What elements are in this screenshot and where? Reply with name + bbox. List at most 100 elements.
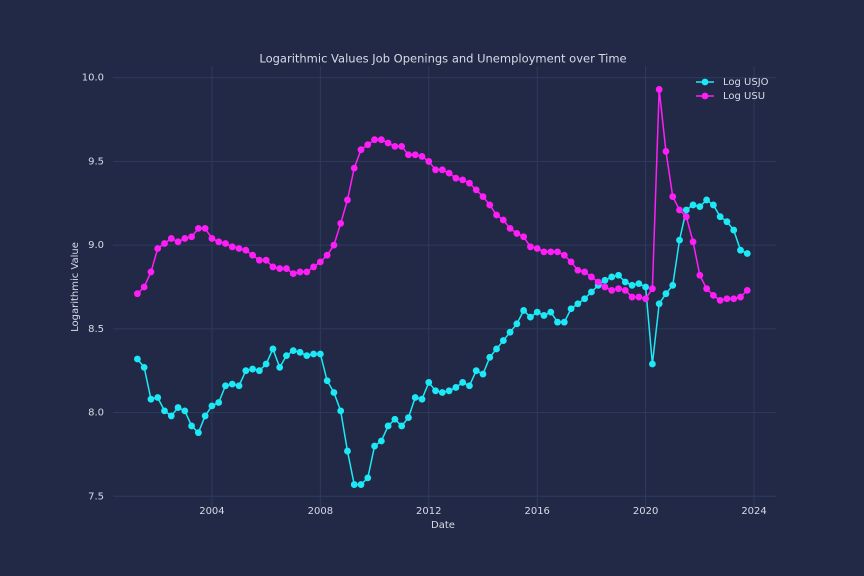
marker [567,258,575,266]
marker [506,225,514,232]
marker [533,308,541,316]
marker [506,328,514,336]
marker [269,263,277,271]
marker [466,382,473,390]
marker [283,265,290,272]
marker [662,147,670,155]
marker [208,235,216,242]
marker [357,481,365,488]
marker [344,196,351,204]
marker [669,193,677,200]
marker [411,394,419,401]
marker [730,226,738,234]
legend-label: Log USJO [723,77,769,88]
marker [249,251,256,259]
marker [466,179,473,187]
marker [147,268,155,276]
marker [716,213,724,221]
series [133,196,751,488]
marker [527,313,534,321]
marker [405,151,412,159]
marker [262,360,270,368]
marker [655,86,663,93]
marker [608,273,616,281]
marker [588,273,595,281]
marker [682,213,690,221]
marker [459,176,467,184]
marker [554,318,561,326]
marker [608,286,616,294]
marker [520,307,528,314]
marker [567,305,575,313]
marker [364,141,372,149]
marker [737,246,744,254]
x-tick-label: 2012 [416,506,441,517]
marker [554,248,561,256]
marker [161,240,168,247]
marker [323,377,331,385]
marker [296,268,304,276]
marker [418,395,426,403]
marker [635,293,643,301]
marker [499,216,507,224]
marker [648,360,656,368]
marker [154,245,162,252]
marker [621,286,629,294]
marker [167,235,175,242]
marker [310,263,317,271]
marker [716,296,724,304]
marker [289,347,297,355]
marker [303,268,311,276]
marker [269,345,277,353]
marker [547,308,555,316]
marker [215,399,223,406]
x-tick-label: 2008 [308,506,333,517]
marker [574,266,582,274]
marker [391,142,399,150]
marker [472,367,480,375]
marker [316,350,324,358]
series [133,86,751,304]
marker [513,230,521,237]
y-tick-label: 7.5 [88,491,104,502]
marker [689,238,697,246]
marker [743,250,751,257]
marker [208,402,216,410]
marker [479,193,487,200]
marker [330,389,338,396]
marker [628,293,636,301]
marker [167,412,175,420]
marker [499,337,507,344]
y-tick-label: 9.5 [88,156,104,167]
marker [147,395,155,403]
marker [276,363,284,371]
marker [520,233,528,241]
marker [357,146,365,154]
marker [371,442,378,450]
marker [235,382,243,390]
marker [398,422,406,430]
marker [411,151,419,159]
marker [581,268,589,276]
y-axis-label: Logarithmic Value [70,242,81,332]
marker [289,270,297,278]
marker [723,218,731,226]
marker [540,248,548,256]
marker [350,164,358,172]
marker [337,219,345,227]
marker [676,236,683,244]
y-tick-label: 8.5 [88,324,104,335]
marker [161,407,168,415]
marker [201,412,209,420]
marker [377,437,385,445]
marker [228,380,236,388]
marker [493,345,500,353]
marker [222,240,229,247]
marker [486,353,494,361]
marker [242,367,250,375]
marker [255,367,263,375]
marker [398,142,406,150]
marker [425,158,433,165]
chart-title: Logarithmic Values Job Openings and Unem… [259,52,626,66]
marker [377,136,385,144]
